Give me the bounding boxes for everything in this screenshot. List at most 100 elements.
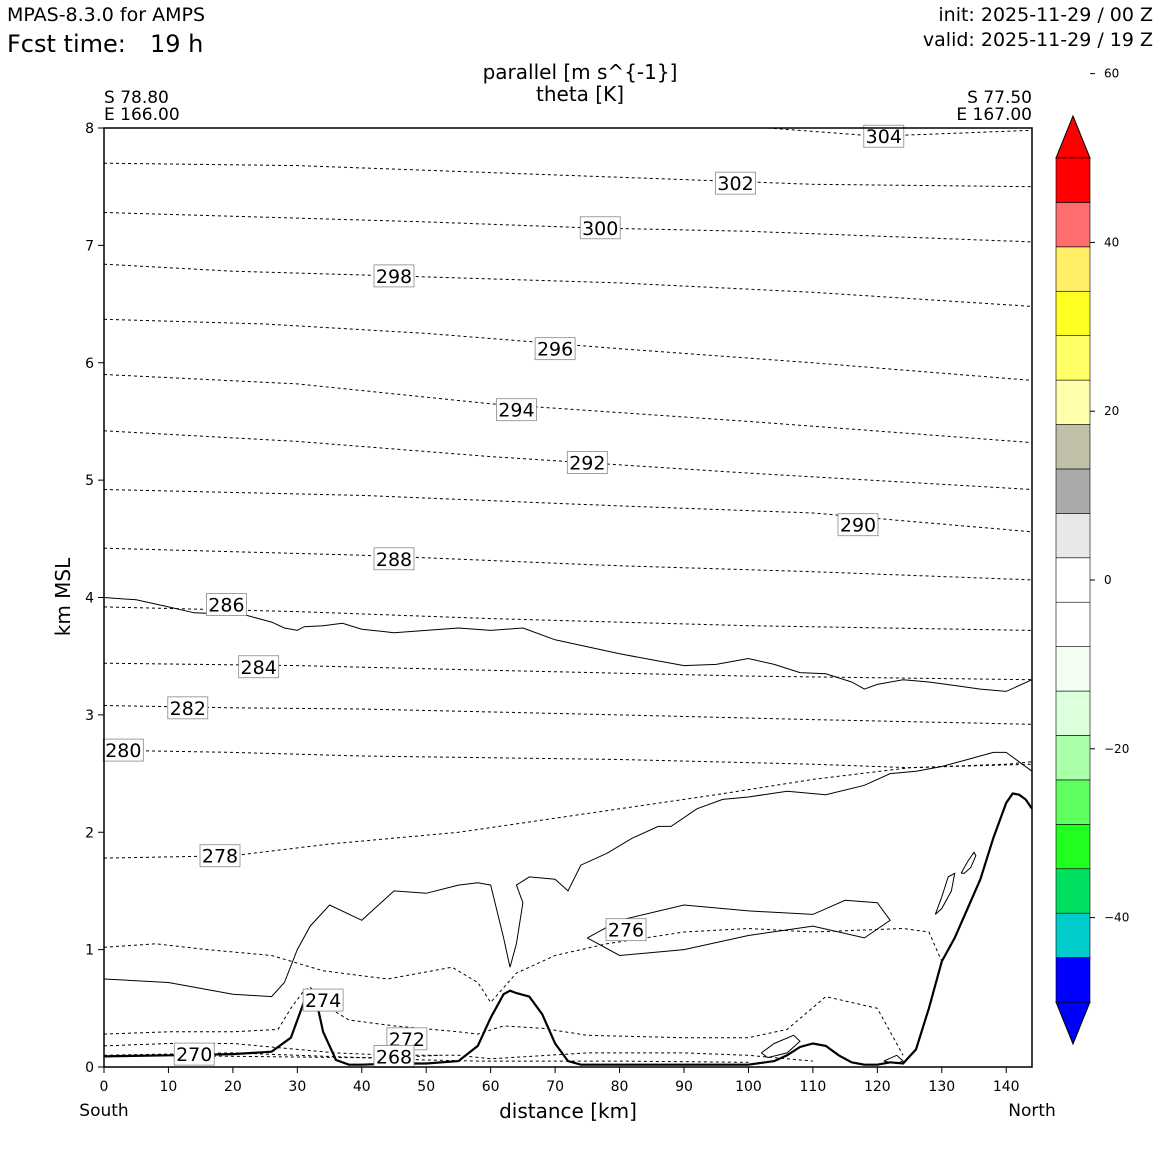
colorbar-segment (1055, 468, 1091, 514)
contour-label-288: 288 (376, 549, 412, 571)
theta-contour-302 (103, 162, 1033, 188)
x-tick-label: 100 (735, 1079, 762, 1095)
plot-title-wind: parallel [m s^{-1}] (482, 60, 678, 84)
right-longitude: E 167.00 (956, 105, 1032, 125)
contour-label-274: 274 (305, 990, 341, 1012)
contour-label-box-290 (837, 513, 879, 537)
contour-label-280: 280 (105, 740, 141, 762)
colorbar-segment (1055, 202, 1091, 248)
theta-contour-292 (103, 430, 1033, 490)
colorbar-segment (1055, 824, 1091, 870)
colorbar-segment (1055, 513, 1091, 559)
forecast-time-value: 19 h (150, 30, 204, 58)
north-end-label: North (1008, 1101, 1056, 1121)
contour-label-290: 290 (840, 515, 876, 537)
y-tick-label: 6 (85, 356, 94, 372)
wind-contour-5 (960, 851, 977, 874)
contour-label-box-276 (605, 918, 647, 942)
contour-label-box-298 (373, 264, 415, 288)
contour-label-292: 292 (569, 453, 605, 475)
theta-contour-298 (103, 263, 1033, 307)
contour-label-278: 278 (202, 846, 238, 868)
model-name: MPAS-8.3.0 for AMPS (7, 4, 206, 26)
colorbar-tick-label: 20 (1104, 404, 1119, 418)
contour-label-284: 284 (241, 657, 277, 679)
x-tick-label: 140 (993, 1079, 1020, 1095)
contour-label-282: 282 (170, 698, 206, 720)
contour-label-298: 298 (376, 266, 412, 288)
contour-label-box-282 (167, 696, 209, 720)
colorbar-min-arrow (1055, 1001, 1091, 1046)
contour-label-270: 270 (176, 1044, 212, 1066)
colorbar-segment (1055, 290, 1091, 336)
colorbar-segment (1055, 868, 1091, 914)
contour-labels: 304 302 300 298 296 294 292 290 288 286 284 282 280 2… (102, 124, 905, 1068)
colorbar-segment (1055, 735, 1091, 781)
wind-contour-2 (103, 751, 1033, 998)
contour-label-box-278 (199, 844, 241, 868)
valid-time: valid: 2025-11-29 / 19 Z (922, 29, 1153, 51)
plot-title-theta: theta [K] (536, 82, 624, 106)
y-tick-label: 8 (85, 121, 94, 137)
y-tick-label: 3 (85, 708, 94, 724)
x-tick-label: 120 (864, 1079, 891, 1095)
south-end-label: South (79, 1101, 129, 1121)
contour-label-268: 268 (376, 1046, 412, 1068)
theta-contour-290 (103, 489, 1033, 533)
contour-label-294: 294 (498, 400, 534, 422)
contour-label-box-286 (206, 593, 247, 616)
contour-label-276: 276 (608, 920, 644, 942)
axes: 0 10 20 30 40 50 60 70 80 90 100 110 120 130 140 0 1 2 3 4 5… (85, 121, 1020, 1095)
colorbar-tick-label: −20 (1104, 742, 1129, 756)
contour-label-box-304 (863, 124, 905, 148)
colorbar-segment (1055, 646, 1091, 692)
colorbar-segment (1055, 557, 1091, 603)
left-latitude: S 78.80 (104, 88, 169, 108)
x-tick-label: 40 (353, 1079, 371, 1095)
right-latitude: S 77.50 (967, 88, 1032, 108)
colorbar-segment (1055, 335, 1091, 381)
wind-contour-0 (103, 597, 305, 631)
x-tick-label: 70 (546, 1079, 564, 1095)
y-tick-label: 5 (85, 473, 94, 489)
wind-contour-4 (934, 872, 956, 915)
y-tick-label: 0 (85, 1060, 94, 1076)
x-tick-label: 90 (675, 1079, 693, 1095)
y-tick-label: 4 (85, 591, 94, 607)
contour-label-box-292 (566, 451, 608, 474)
wind-contour-6 (761, 1034, 801, 1059)
theta-contour-280 (103, 749, 1033, 769)
x-tick-label: 20 (224, 1079, 242, 1095)
contour-label-box-274 (302, 988, 344, 1012)
colorbar-segment (1055, 690, 1091, 736)
y-tick-label: 7 (85, 238, 94, 254)
contour-label-300: 300 (582, 218, 618, 240)
colorbar-segment (1055, 957, 1091, 1003)
theta-contour-294 (103, 374, 1033, 444)
contour-label-box-288 (373, 547, 415, 571)
contour-label-box-270 (173, 1042, 215, 1066)
terrain-outline (103, 792, 1033, 1066)
wind-contour-1 (303, 622, 1033, 692)
y-tick-label: 2 (85, 825, 94, 841)
colorbar-segment (1055, 779, 1091, 825)
y-axis-label: km MSL (51, 557, 75, 636)
theta-contour-276 (103, 927, 943, 1004)
contour-label-box-302 (715, 171, 756, 195)
colorbar: 60 40 20 0 −20 −40 (1055, 67, 1129, 1046)
colorbar-segment (1055, 379, 1091, 425)
x-tick-label: 60 (482, 1079, 500, 1095)
theta-contour-284 (103, 662, 1033, 681)
contour-label-box-284 (238, 655, 280, 679)
x-tick-label: 50 (417, 1079, 435, 1095)
contour-label-304: 304 (866, 126, 902, 148)
theta-contour-296 (103, 318, 1033, 381)
theta-contour-274 (103, 986, 904, 1056)
x-tick-label: 0 (100, 1079, 109, 1095)
contour-label-box-296 (534, 337, 576, 361)
theta-contour-278 (103, 761, 1033, 859)
theta-contour-300 (103, 212, 1033, 243)
colorbar-segment (1055, 912, 1091, 958)
colorbar-tick-label: −40 (1104, 911, 1129, 925)
